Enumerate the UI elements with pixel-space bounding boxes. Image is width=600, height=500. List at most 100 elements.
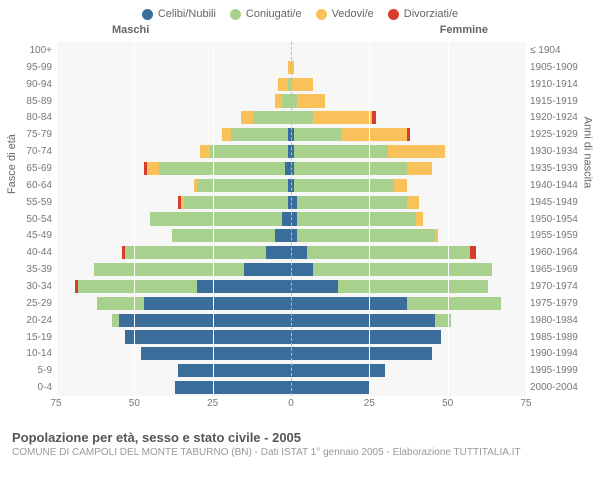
- x-tick-label: 25: [364, 398, 375, 409]
- age-label: 80-84: [12, 109, 54, 126]
- female-label: Femmine: [440, 24, 488, 36]
- birth-year-label: 1940-1944: [528, 177, 588, 194]
- chart-source: COMUNE DI CAMPOLI DEL MONTE TABURNO (BN)…: [12, 447, 588, 458]
- bar-segment: [78, 280, 197, 293]
- bar-segment: [278, 78, 287, 91]
- bar-segment: [313, 111, 373, 124]
- bar-segment: [241, 111, 254, 124]
- age-label: 100+: [12, 42, 54, 59]
- bar-segment: [291, 314, 435, 327]
- x-axis: 7550250255075: [56, 398, 526, 412]
- age-label: 15-19: [12, 329, 54, 346]
- bar-segment: [253, 111, 291, 124]
- birth-year-label: ≤ 1904: [528, 42, 588, 59]
- bar-segment: [313, 263, 492, 276]
- legend-label: Celibi/Nubili: [158, 8, 216, 20]
- birth-year-label: 1915-1919: [528, 93, 588, 110]
- age-label: 5-9: [12, 362, 54, 379]
- bar-segment: [297, 229, 435, 242]
- bar-segment: [435, 229, 438, 242]
- bar-segment: [200, 145, 209, 158]
- birth-year-label: 1990-1994: [528, 345, 588, 362]
- bar-segment: [294, 179, 394, 192]
- bar-segment: [291, 280, 338, 293]
- bar-segment: [407, 162, 432, 175]
- bar-segment: [294, 145, 388, 158]
- birth-year-label: 1925-1929: [528, 126, 588, 143]
- bar-segment: [291, 111, 313, 124]
- birth-year-label: 1960-1964: [528, 244, 588, 261]
- age-label: 70-74: [12, 143, 54, 160]
- bar-segment: [297, 196, 407, 209]
- age-label: 55-59: [12, 194, 54, 211]
- chart-footer: Popolazione per età, sesso e stato civil…: [12, 430, 588, 458]
- age-label: 45-49: [12, 227, 54, 244]
- birth-year-label: 1970-1974: [528, 278, 588, 295]
- age-label: 95-99: [12, 59, 54, 76]
- legend-item: Divorziati/e: [388, 8, 458, 20]
- bar-segment: [266, 246, 291, 259]
- legend-item: Coniugati/e: [230, 8, 302, 20]
- bar-segment: [184, 196, 287, 209]
- x-tick-label: 25: [207, 398, 218, 409]
- legend-label: Vedovi/e: [332, 8, 374, 20]
- birth-year-label: 2000-2004: [528, 379, 588, 396]
- bar-segment: [125, 246, 266, 259]
- bar-segment: [291, 330, 441, 343]
- birth-year-label: 1965-1969: [528, 261, 588, 278]
- bar-segment: [275, 229, 291, 242]
- legend-item: Celibi/Nubili: [142, 8, 216, 20]
- legend-label: Coniugati/e: [246, 8, 302, 20]
- bar-segment: [231, 128, 287, 141]
- male-label: Maschi: [112, 24, 149, 36]
- bar-segment: [291, 263, 313, 276]
- birth-year-labels: ≤ 19041905-19091910-19141915-19191920-19…: [528, 42, 588, 396]
- bar-segment: [97, 297, 144, 310]
- plot-area: [56, 42, 526, 396]
- legend-dot: [388, 9, 399, 20]
- bar-segment: [294, 162, 407, 175]
- age-labels: 100+95-9990-9485-8980-8475-7970-7465-696…: [12, 42, 54, 396]
- age-label: 60-64: [12, 177, 54, 194]
- birth-year-label: 1980-1984: [528, 312, 588, 329]
- bar-segment: [470, 246, 476, 259]
- birth-year-label: 1985-1989: [528, 329, 588, 346]
- birth-year-label: 1950-1954: [528, 211, 588, 228]
- bar-segment: [291, 246, 307, 259]
- bar-segment: [172, 229, 275, 242]
- bar-segment: [291, 297, 407, 310]
- bar-segment: [282, 212, 291, 225]
- population-pyramid-chart: Maschi Femmine Fasce di età Anni di nasc…: [12, 24, 588, 424]
- birth-year-label: 1920-1924: [528, 109, 588, 126]
- bar-segment: [222, 128, 231, 141]
- bar-segment: [407, 128, 410, 141]
- bar-segment: [282, 94, 291, 107]
- birth-year-label: 1910-1914: [528, 76, 588, 93]
- birth-year-label: 1955-1959: [528, 227, 588, 244]
- bar-segment: [407, 297, 501, 310]
- bar-segment: [159, 162, 284, 175]
- bar-segment: [407, 196, 420, 209]
- bar-segment: [291, 364, 385, 377]
- x-tick-label: 75: [520, 398, 531, 409]
- legend-item: Vedovi/e: [316, 8, 374, 20]
- bar-segment: [388, 145, 444, 158]
- age-label: 65-69: [12, 160, 54, 177]
- bar-segment: [119, 314, 291, 327]
- age-label: 20-24: [12, 312, 54, 329]
- bar-segment: [244, 263, 291, 276]
- bar-segment: [197, 280, 291, 293]
- bar-segment: [178, 364, 291, 377]
- age-label: 90-94: [12, 76, 54, 93]
- bar-segment: [341, 128, 407, 141]
- bar-segment: [307, 246, 470, 259]
- x-tick-label: 50: [129, 398, 140, 409]
- birth-year-label: 1905-1909: [528, 59, 588, 76]
- birth-year-label: 1995-1999: [528, 362, 588, 379]
- bar-segment: [394, 179, 407, 192]
- age-label: 75-79: [12, 126, 54, 143]
- age-label: 25-29: [12, 295, 54, 312]
- bar-segment: [94, 263, 244, 276]
- age-label: 30-34: [12, 278, 54, 295]
- bar-segment: [291, 347, 432, 360]
